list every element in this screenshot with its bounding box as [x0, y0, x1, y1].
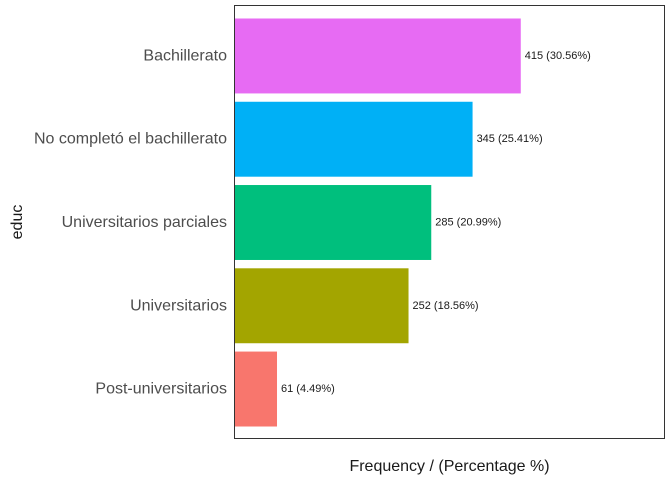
data-label: 345 (25.41%) — [477, 133, 543, 145]
panel-border — [234, 5, 665, 439]
y-axis-title: educ — [9, 205, 26, 240]
bar — [235, 101, 473, 177]
category-label: Post-universitarios — [95, 381, 227, 398]
category-label: Bachillerato — [143, 47, 227, 64]
data-label: 285 (20.99%) — [435, 217, 501, 229]
data-label: 252 (18.56%) — [413, 300, 479, 312]
data-label: 61 (4.49%) — [281, 383, 335, 395]
bar — [235, 268, 409, 344]
bar — [235, 185, 432, 260]
category-label: No completó el bachillerato — [34, 131, 227, 148]
bar — [235, 351, 278, 427]
bar — [235, 18, 521, 94]
data-label: 415 (30.56%) — [525, 50, 591, 62]
x-axis-title: Frequency / (Percentage %) — [349, 458, 549, 475]
bars-group — [235, 18, 521, 427]
category-label: Universitarios parciales — [62, 214, 227, 231]
category-label: Universitarios — [130, 297, 227, 314]
data-labels: 415 (30.56%) 345 (25.41%) 285 (20.99%) 252 … — [281, 50, 591, 395]
category-labels: Bachillerato No completó el bachillerato U… — [34, 47, 227, 397]
